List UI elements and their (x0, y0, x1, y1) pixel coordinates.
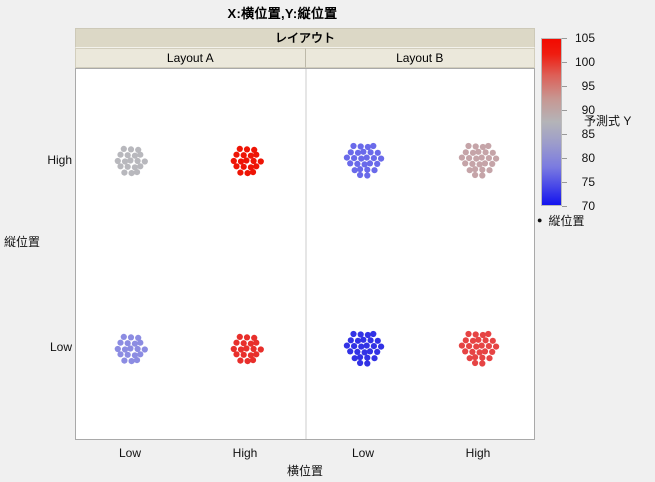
color-gradient-legend[interactable] (541, 38, 562, 206)
gradient-tick-85: 85 (581, 127, 595, 141)
y-tick-high[interactable]: High (47, 153, 72, 167)
dot-cluster[interactable] (230, 333, 264, 365)
panel-header-row: Layout A Layout B (75, 48, 535, 68)
x-axis-title[interactable]: 横位置 (286, 464, 323, 478)
legend-marker-icon: ● (537, 215, 543, 225)
panel-header-layout-a: Layout A (75, 48, 306, 68)
dot-plot-svg (114, 69, 500, 439)
gradient-tick-105: 105 (574, 31, 595, 45)
facet-group-header: レイアウト (75, 28, 535, 48)
legend-item-label: 縦位置 (548, 214, 585, 228)
gradient-tick-95: 95 (581, 79, 595, 93)
x-tick-b-high[interactable]: High (465, 446, 491, 460)
x-tick-a-low[interactable]: Low (118, 446, 141, 460)
dot-cluster[interactable] (343, 142, 385, 179)
gradient-tick-75: 75 (581, 175, 595, 189)
dot-cluster[interactable] (458, 142, 500, 179)
dot-cluster[interactable] (230, 145, 264, 177)
y-axis-title[interactable]: 縦位置 (4, 235, 41, 249)
graph-title: X:横位置,Y:縦位置 (227, 6, 338, 21)
gradient-tick-80: 80 (581, 151, 595, 165)
panel-header-layout-b: Layout B (305, 48, 535, 68)
gradient-tick-100: 100 (574, 55, 595, 69)
dot-cluster[interactable] (114, 145, 148, 177)
x-tick-a-high[interactable]: High (232, 446, 258, 460)
dot-cluster[interactable] (114, 333, 148, 365)
plot-area[interactable] (75, 68, 535, 440)
y-tick-low[interactable]: Low (49, 340, 72, 354)
dot-cluster[interactable] (343, 330, 385, 367)
dot-cluster[interactable] (458, 330, 500, 367)
x-tick-b-low[interactable]: Low (351, 446, 374, 460)
gradient-tick-90: 90 (581, 103, 595, 117)
legend-item-tate-ichi[interactable]: ● 縦位置 (537, 212, 584, 229)
gradient-legend-title: 予測式 Y (584, 114, 632, 128)
gradient-tick-70: 70 (581, 199, 595, 213)
